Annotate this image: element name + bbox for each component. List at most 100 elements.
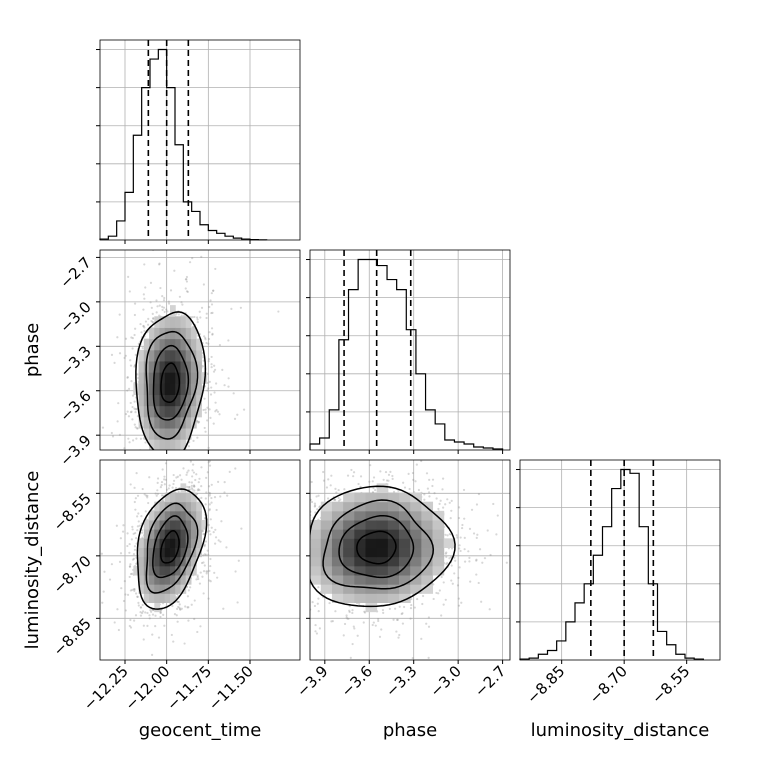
scatter-point	[296, 556, 298, 558]
axes-frame-joint-0	[99, 249, 301, 451]
scatter-point	[118, 352, 122, 355]
scatter-point	[288, 624, 290, 626]
scatter-point	[169, 289, 173, 292]
density-cell	[159, 575, 166, 585]
scatter-point	[117, 628, 120, 632]
scatter-point	[133, 423, 136, 426]
density-cell	[154, 538, 161, 548]
scatter-point	[236, 608, 238, 610]
scatter-point	[151, 633, 154, 636]
scatter-point	[188, 481, 191, 484]
scatter-point	[385, 479, 389, 482]
scatter-point	[322, 479, 326, 482]
scatter-point	[114, 454, 116, 456]
density-cell	[185, 360, 192, 373]
scatter-point	[128, 565, 132, 568]
scatter-point	[134, 426, 137, 429]
scatter-point	[450, 441, 452, 443]
density-cell	[170, 575, 176, 585]
scatter-point	[146, 611, 149, 615]
density-cell	[138, 360, 145, 373]
scatter-point	[202, 356, 205, 359]
scatter-point	[209, 533, 212, 536]
scatter-point	[131, 572, 134, 575]
density-cell	[149, 510, 155, 521]
scatter-point	[304, 536, 306, 538]
density-cell	[154, 501, 161, 512]
scatter-point	[207, 357, 211, 361]
density-cell	[159, 316, 166, 328]
density-cell	[159, 405, 166, 418]
scatter-point	[154, 492, 157, 495]
density-cell	[149, 360, 155, 373]
density-cell	[196, 529, 202, 539]
scatter-point	[161, 456, 163, 458]
scatter-point	[142, 624, 145, 627]
density-cell	[154, 510, 161, 521]
scatter-point	[159, 609, 163, 612]
density-cell	[159, 416, 166, 429]
scatter-point	[199, 571, 202, 574]
scatter-point	[111, 435, 115, 438]
scatter-point	[307, 552, 309, 554]
scatter-point	[116, 608, 119, 611]
density-cell	[180, 439, 187, 450]
scatter-point	[382, 611, 385, 614]
density-cell	[164, 492, 171, 503]
density-cell	[185, 492, 192, 503]
scatter-point	[495, 533, 498, 536]
scatter-point	[310, 480, 313, 484]
density-cell	[154, 584, 161, 594]
scatter-point	[128, 551, 131, 554]
scatter-point	[101, 426, 105, 429]
scatter-point	[462, 488, 466, 492]
scatter-point	[450, 499, 453, 502]
scatter-point	[146, 496, 149, 499]
scatter-point	[126, 544, 129, 548]
density-cell	[154, 529, 161, 539]
scatter-point	[202, 561, 205, 564]
scatter-point	[161, 295, 164, 298]
scatter-point	[158, 314, 161, 317]
density-cell	[175, 556, 181, 567]
density-cell	[164, 547, 171, 558]
scatter-point	[148, 614, 151, 617]
scatter-point	[208, 331, 211, 334]
density-cell	[190, 492, 197, 503]
scatter-point	[133, 333, 136, 337]
scatter-point	[197, 481, 200, 484]
scatter-point	[227, 339, 230, 342]
scatter-point	[175, 461, 177, 463]
scatter-point	[220, 520, 223, 523]
scatter-point	[201, 351, 204, 355]
scatter-point	[154, 460, 156, 462]
scatter-point	[127, 275, 130, 279]
scatter-point	[411, 471, 415, 475]
scatter-point	[122, 599, 126, 603]
scatter-point	[398, 633, 401, 637]
scatter-point	[161, 453, 163, 455]
scatter-point	[191, 488, 194, 491]
scatter-point	[196, 574, 199, 577]
scatter-point	[317, 610, 320, 613]
scatter-point	[142, 293, 145, 296]
scatter-point	[207, 342, 210, 345]
scatter-point	[214, 528, 217, 531]
scatter-point	[481, 561, 484, 564]
density-cell	[149, 593, 155, 603]
density-cell	[143, 529, 150, 539]
scatter-point	[204, 485, 206, 487]
density-cell	[164, 575, 171, 585]
scatter-point	[448, 501, 451, 504]
scatter-point	[146, 624, 149, 627]
density-cell	[154, 575, 161, 585]
density-cell	[196, 405, 202, 418]
scatter-point	[313, 505, 316, 508]
scatter-point	[185, 473, 188, 476]
scatter-point	[197, 420, 201, 423]
density-cell	[170, 565, 176, 576]
axes-frame-hist-luminosity_distance	[519, 459, 721, 661]
scatter-point	[156, 455, 158, 457]
scatter-point	[133, 407, 136, 410]
scatter-point	[147, 501, 150, 505]
